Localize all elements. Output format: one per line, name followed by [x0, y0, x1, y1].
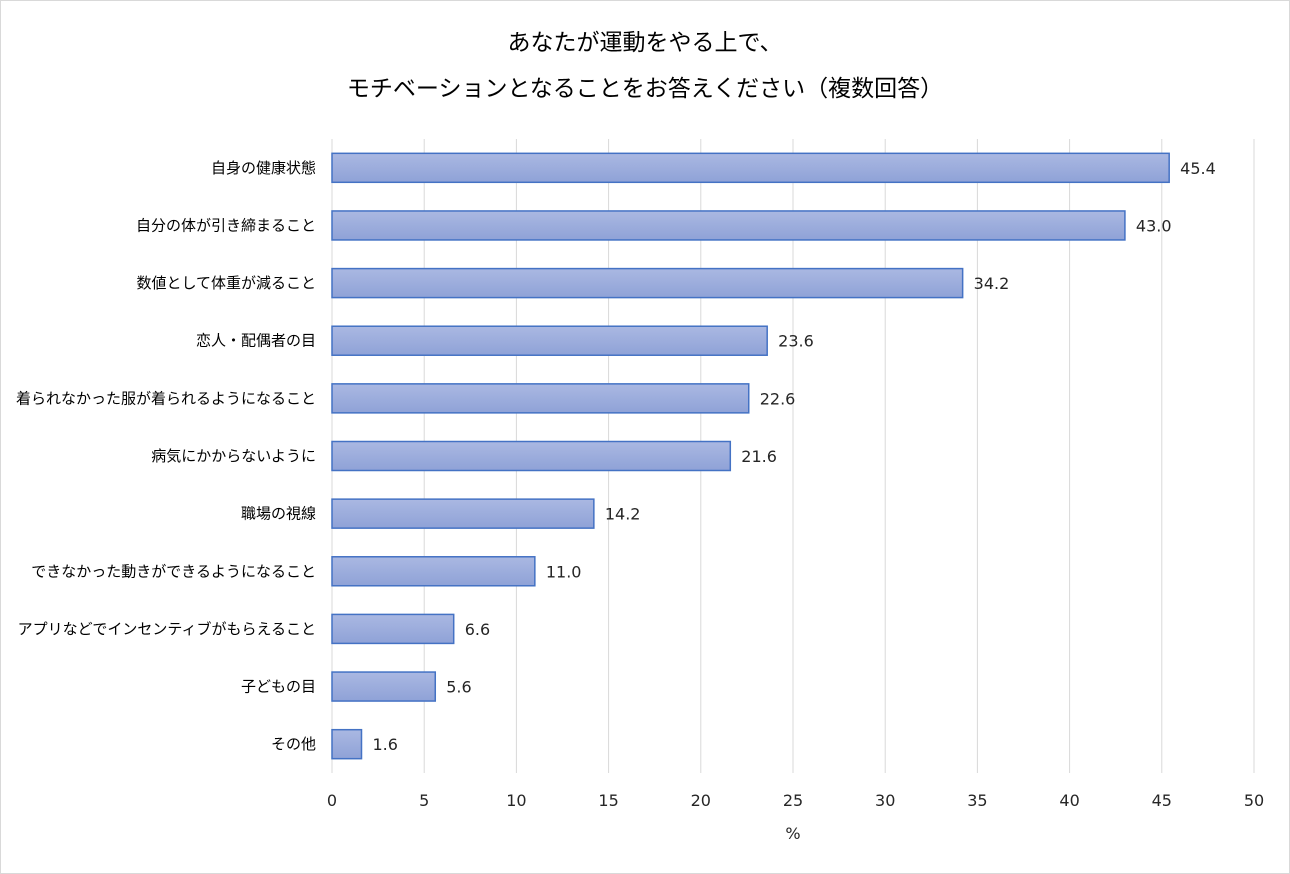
labels: 0 5 10 15 20 25 30 35 40 45 50 自身の健康状態 45.4 自分の体が引き締ま… — [16, 159, 1264, 810]
data-label: 34.2 — [974, 274, 1010, 293]
x-tick-label: 15 — [598, 791, 618, 810]
x-axis-title: % — [785, 824, 800, 843]
data-label: 5.6 — [446, 678, 471, 697]
bar — [331, 210, 1126, 241]
bar — [331, 152, 1170, 184]
category-label: 自身の健康状態 — [211, 159, 316, 177]
x-tick-label: 50 — [1244, 791, 1264, 810]
data-label: 23.6 — [778, 332, 814, 351]
category-label: 病気にかからないように — [151, 447, 316, 465]
data-label: 45.4 — [1180, 159, 1216, 178]
category-label: 恋人・配偶者の目 — [196, 332, 316, 350]
data-label: 6.6 — [465, 620, 490, 639]
data-label: 1.6 — [373, 735, 398, 754]
bar — [331, 383, 750, 414]
bar — [331, 728, 363, 760]
x-tick-label: 30 — [875, 791, 895, 810]
x-tick-label: 40 — [1059, 791, 1079, 810]
x-tick-label: 45 — [1152, 791, 1172, 810]
bar — [331, 440, 732, 472]
bars — [331, 152, 1170, 760]
category-label: 職場の視線 — [241, 505, 316, 523]
x-tick-label: 10 — [506, 791, 526, 810]
bar — [331, 325, 768, 356]
chart-title-line-2: モチベーションとなることをお答えください（複数回答） — [346, 76, 944, 102]
x-tick-label: 35 — [967, 791, 987, 810]
category-label: 数値として体重が減ること — [136, 274, 316, 292]
category-label: 自分の体が引き締まること — [136, 216, 316, 234]
bar — [331, 267, 964, 299]
bar — [331, 556, 536, 587]
x-tick-label: 5 — [419, 791, 429, 810]
bar — [331, 613, 455, 645]
data-label: 43.0 — [1136, 216, 1172, 235]
bar — [331, 671, 437, 702]
data-label: 14.2 — [605, 505, 641, 524]
x-tick-label: 25 — [783, 791, 803, 810]
bar — [331, 498, 595, 529]
chart-title-line-1: あなたが運動をやる上で、 — [507, 30, 783, 56]
data-label: 22.6 — [760, 389, 796, 408]
category-label: 着られなかった服が着られるようになること — [16, 389, 316, 407]
category-label: アプリなどでインセンティブがもらえること — [18, 620, 316, 638]
data-label: 11.0 — [546, 562, 582, 581]
category-label: その他 — [271, 735, 316, 753]
x-tick-label: 0 — [327, 791, 337, 810]
category-label: 子どもの目 — [241, 678, 316, 696]
x-tick-label: 20 — [691, 791, 711, 810]
data-label: 21.6 — [741, 447, 777, 466]
category-label: できなかった動きができるようになること — [31, 562, 316, 580]
